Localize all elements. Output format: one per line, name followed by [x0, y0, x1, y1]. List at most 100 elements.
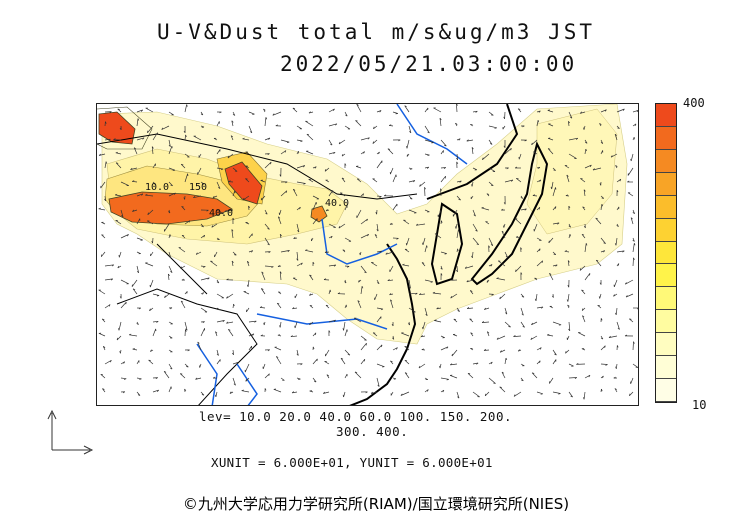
wind-arrow-head: [354, 371, 358, 373]
wind-arrow-head: [439, 365, 441, 369]
wind-arrow: [584, 273, 591, 281]
wind-arrow-head: [567, 285, 570, 288]
wind-arrow: [360, 335, 367, 341]
wind-arrow-head: [229, 391, 232, 394]
wind-arrow-head: [232, 114, 236, 116]
wind-arrow-head: [374, 234, 377, 236]
wind-arrow: [136, 377, 142, 380]
wind-arrow-head: [216, 353, 219, 356]
wind-arrow-head: [453, 318, 456, 320]
wind-arrow: [496, 278, 506, 281]
wind-arrow: [419, 181, 426, 187]
wind-arrow-head: [538, 166, 541, 169]
wind-arrow-head: [195, 252, 198, 255]
wind-arrow: [376, 250, 382, 253]
wind-arrow-head: [108, 138, 111, 141]
wind-arrow: [264, 209, 268, 215]
wind-arrow-head: [276, 356, 279, 358]
wind-arrow: [246, 307, 250, 313]
wind-arrow: [180, 300, 186, 309]
wind-arrow-head: [379, 110, 382, 113]
wind-arrow-head: [419, 293, 422, 295]
wind-arrow: [168, 181, 173, 187]
wind-arrow-head: [215, 331, 218, 334]
wind-arrow-head: [471, 184, 473, 187]
wind-arrow: [484, 391, 490, 397]
wind-arrow-head: [279, 325, 281, 328]
wind-arrow-head: [259, 306, 263, 308]
wind-arrow-head: [156, 295, 160, 297]
wind-arrow: [482, 321, 490, 323]
wind-arrow: [262, 363, 266, 370]
wind-arrow: [416, 223, 426, 226]
wind-arrow: [466, 139, 474, 142]
wind-arrow: [296, 165, 305, 169]
wind-arrow: [197, 167, 202, 175]
wind-arrow-head: [338, 225, 341, 229]
wind-arrow: [356, 178, 362, 183]
wind-arrow: [616, 178, 622, 183]
wind-arrow: [248, 320, 257, 323]
wind-arrow-head: [312, 346, 315, 350]
wind-arrow-head: [132, 288, 136, 291]
wind-arrow-head: [197, 341, 200, 344]
wind-arrow: [488, 167, 496, 172]
wind-arrow-head: [457, 396, 460, 399]
wind-arrow-head: [326, 374, 329, 377]
wind-arrow-head: [490, 244, 494, 246]
wind-arrow: [456, 391, 460, 399]
wind-arrow: [247, 279, 250, 287]
wind-arrow-head: [328, 330, 331, 333]
wind-arrow-head: [130, 167, 133, 170]
wind-arrow: [181, 206, 186, 211]
wind-arrow: [387, 148, 394, 155]
wind-arrow: [504, 251, 509, 258]
wind-arrow-head: [228, 328, 231, 331]
wind-arrow: [549, 273, 554, 281]
wind-arrow-head: [569, 116, 573, 119]
wind-arrow: [440, 175, 446, 183]
wind-arrow: [120, 279, 129, 285]
wind-arrow-head: [499, 350, 502, 353]
wind-arrow: [248, 233, 253, 239]
wind-arrow: [424, 307, 428, 316]
wind-arrow-head: [140, 109, 143, 112]
wind-arrow: [497, 260, 506, 267]
wind-arrow: [488, 237, 494, 246]
wind-arrow-head: [337, 292, 341, 295]
wind-arrow-head: [333, 264, 337, 267]
wind-arrow-head: [333, 319, 336, 322]
wind-arrow: [354, 317, 362, 323]
wind-arrow-head: [325, 304, 329, 307]
wind-arrow-head: [410, 198, 413, 200]
wind-arrow-head: [379, 250, 382, 253]
wind-arrow-head: [610, 155, 613, 158]
wind-arrow: [483, 349, 490, 351]
wind-arrow: [583, 391, 586, 400]
wind-arrow-head: [378, 151, 380, 155]
wind-arrow-head: [286, 141, 290, 143]
wind-arrow-head: [207, 277, 210, 280]
wind-arrow: [608, 335, 618, 338]
wind-arrow-head: [538, 110, 541, 113]
wind-arrow: [273, 388, 282, 393]
wind-arrow: [496, 335, 506, 340]
contour-label: 150: [189, 182, 207, 193]
wind-arrow: [161, 125, 170, 130]
wind-arrow: [180, 265, 186, 269]
wind-arrow-head: [396, 347, 398, 350]
wind-arrow: [531, 321, 538, 326]
wind-arrow-head: [342, 328, 344, 331]
wind-arrow: [264, 223, 270, 230]
wind-arrow: [131, 279, 138, 287]
wind-arrow-head: [110, 278, 114, 281]
wind-arrow: [259, 307, 266, 309]
wind-arrow-head: [622, 108, 625, 111]
wind-arrow-head: [181, 163, 184, 166]
wind-arrow-head: [270, 162, 272, 165]
wind-arrow: [422, 237, 426, 245]
wind-arrow-head: [212, 376, 216, 379]
wind-arrow-head: [471, 147, 474, 150]
wind-arrow-head: [600, 142, 604, 144]
wind-arrow: [344, 237, 352, 242]
